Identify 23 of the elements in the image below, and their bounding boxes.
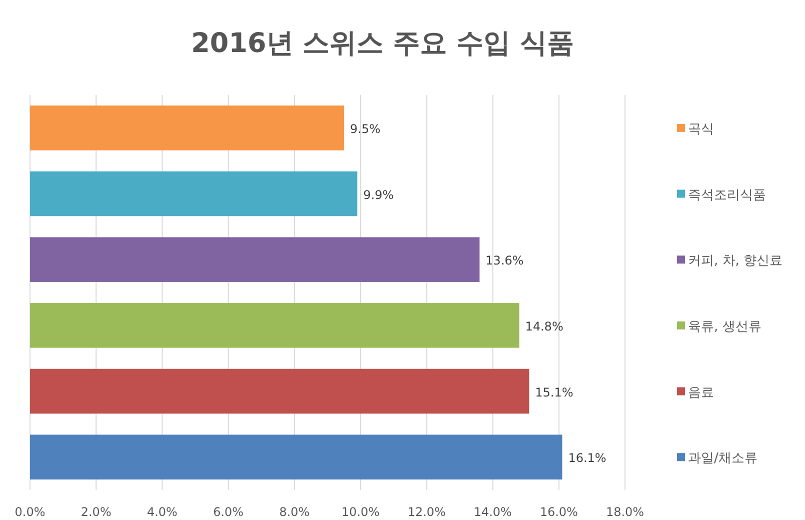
x-tick-label: 18.0% — [606, 505, 644, 519]
data-label: 16.1% — [568, 451, 606, 466]
x-tick-label: 6.0% — [213, 505, 244, 519]
x-tick-label: 4.0% — [146, 505, 178, 519]
data-label: 9.9% — [363, 188, 394, 202]
x-tick-label: 14.0% — [474, 505, 512, 519]
chart-title: 2016년 스위스 주요 수입 식품 — [191, 28, 574, 59]
data-label: 9.5% — [350, 122, 381, 136]
legend-label: 곡식 — [688, 122, 714, 137]
legend-label: 커피, 차, 향신료 — [688, 254, 783, 269]
x-tick-label: 2.0% — [80, 505, 112, 519]
legend-label: 음료 — [688, 385, 714, 400]
x-tick-label: 10.0% — [341, 505, 380, 519]
x-tick-label: 8.0% — [279, 505, 310, 519]
data-label: 13.6% — [486, 254, 524, 268]
x-tick-label: 0.0% — [14, 505, 46, 519]
legend-label: 즉석조리식품 — [688, 188, 766, 203]
x-tick-label: 16.0% — [540, 505, 578, 519]
data-label: 14.8% — [525, 319, 564, 334]
legend-label: 육류, 생선류 — [688, 319, 762, 334]
data-label: 15.1% — [535, 385, 574, 400]
legend-label: 과일/채소류 — [688, 451, 758, 466]
x-tick-label: 12.0% — [408, 505, 446, 519]
